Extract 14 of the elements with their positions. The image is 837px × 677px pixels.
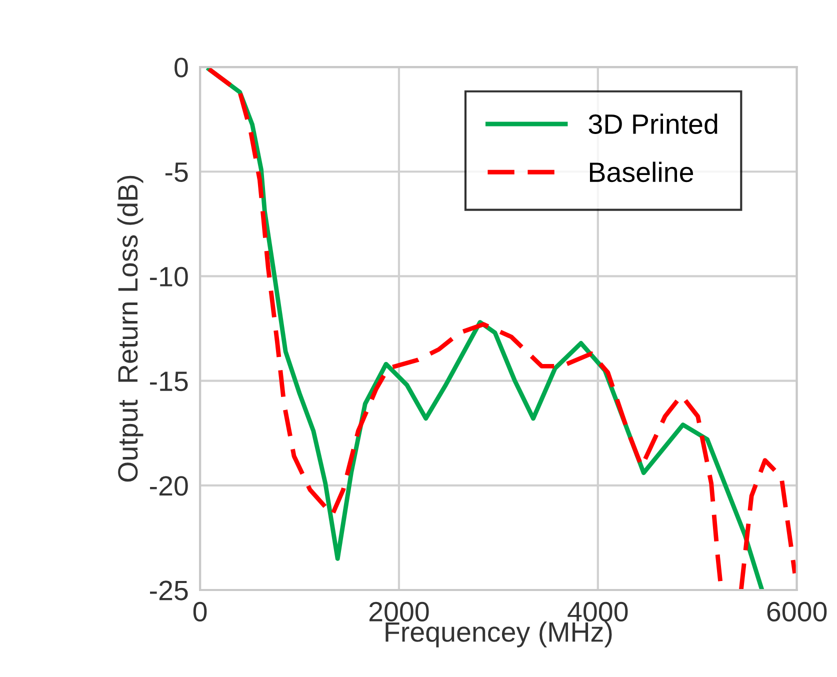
y-axis-title: Output Return Loss (dB) [117, 176, 144, 482]
y-tick-label: -10 [150, 266, 188, 287]
y-tick-label: -25 [150, 580, 188, 600]
x-axis-title: Frequencey (MHz) [386, 621, 612, 648]
x-tick-label: 6000 [767, 602, 827, 622]
y-tick-label: -15 [150, 372, 188, 392]
legend-label: 3D Printed [588, 114, 718, 134]
legend-label: Baseline [590, 162, 694, 182]
y-tick-label: -20 [150, 476, 188, 496]
y-tick-label: -5 [165, 162, 188, 182]
x-tick-label: 2000 [369, 602, 429, 622]
y-tick-label: 0 [174, 58, 188, 78]
x-tick-label: 4000 [568, 602, 628, 622]
x-tick-label: 0 [193, 602, 207, 622]
